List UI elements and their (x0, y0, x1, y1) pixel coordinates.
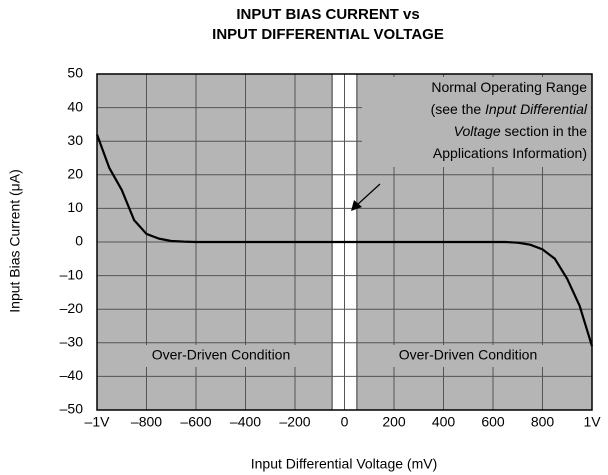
annotation: Applications Information) (433, 145, 587, 161)
x-tick-label: 400 (432, 414, 456, 430)
annotation: Voltage section in the (454, 123, 588, 139)
x-tick-label: 0 (341, 414, 349, 430)
y-tick-label: 20 (67, 166, 83, 182)
region-label: Over-Driven Condition (399, 347, 538, 363)
annotation-segment: Normal Operating Range (431, 79, 587, 95)
y-tick-label: –40 (60, 367, 84, 383)
y-tick-label: 40 (67, 98, 83, 114)
x-axis-label: Input Differential Voltage (mV) (251, 456, 438, 472)
y-tick-label: 0 (75, 233, 83, 249)
annotation-segment: (see the (431, 101, 485, 117)
y-tick-label: 50 (67, 65, 83, 81)
x-tick-label: –400 (230, 414, 261, 430)
x-tick-label: 600 (481, 414, 505, 430)
annotation-segment: section in the (501, 123, 588, 139)
arrow-head (351, 200, 362, 211)
x-tick-label: 800 (531, 414, 555, 430)
annotation-segment: Applications Information) (433, 145, 587, 161)
y-tick-label: 10 (67, 199, 83, 215)
chart-title: INPUT BIAS CURRENT vs (236, 6, 419, 23)
y-tick-label: 30 (67, 132, 83, 148)
x-tick-label: 200 (382, 414, 406, 430)
x-tick-label: –200 (279, 414, 310, 430)
region-label: Over-Driven Condition (152, 347, 291, 363)
annotation: Normal Operating Range (431, 79, 587, 95)
chart-title: INPUT DIFFERENTIAL VOLTAGE (212, 26, 444, 43)
x-tick-label: –600 (180, 414, 211, 430)
annotation: (see the Input Differential (431, 101, 588, 117)
annotation-segment: Input Differential (485, 101, 588, 117)
y-tick-label: –50 (60, 401, 84, 417)
y-tick-label: –30 (60, 334, 84, 350)
y-axis-label: Input Bias Current (μA) (7, 169, 23, 312)
annotation-background (362, 77, 591, 167)
x-tick-label: 1V (583, 414, 601, 430)
y-tick-label: –20 (60, 300, 84, 316)
x-tick-label: –800 (131, 414, 162, 430)
plot-frame (96, 73, 593, 411)
arrow (356, 183, 381, 206)
region-label-background (121, 345, 321, 367)
annotation-segment: Voltage (454, 123, 501, 139)
curve (95, 134, 594, 347)
y-tick-label: –10 (60, 266, 84, 282)
x-tick-label: –1V (85, 414, 111, 430)
region-label-background (368, 345, 568, 367)
